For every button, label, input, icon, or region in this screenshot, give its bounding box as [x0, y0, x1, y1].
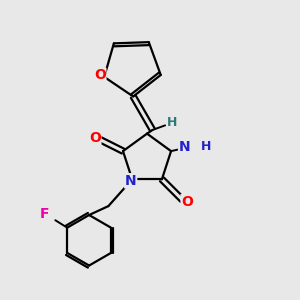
Text: F: F: [40, 207, 50, 221]
Text: N: N: [125, 174, 136, 188]
Text: N: N: [179, 140, 190, 154]
Text: H: H: [167, 116, 177, 129]
Text: O: O: [181, 195, 193, 208]
Text: O: O: [94, 68, 106, 83]
Text: O: O: [89, 131, 101, 145]
Text: H: H: [201, 140, 211, 153]
